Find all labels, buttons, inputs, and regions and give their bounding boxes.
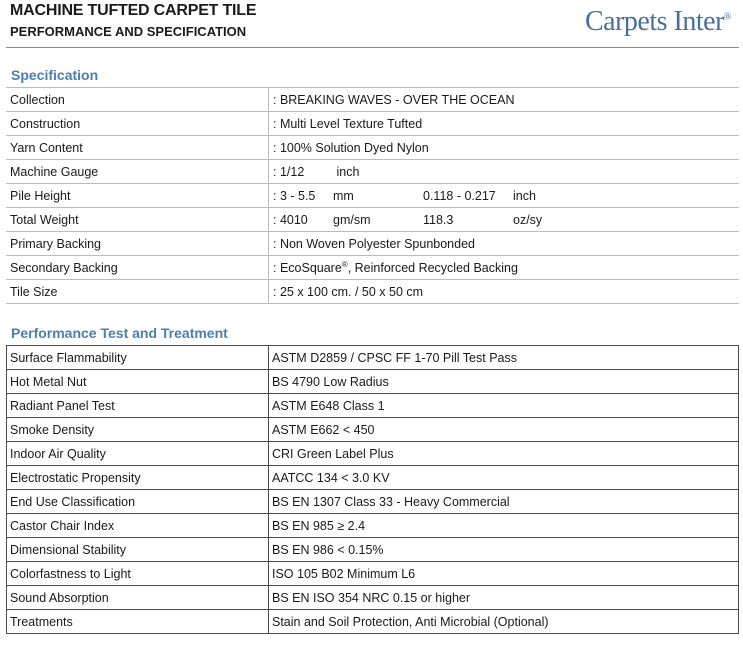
performance-label: Hot Metal Nut xyxy=(6,369,269,394)
performance-value: BS 4790 Low Radius xyxy=(268,369,739,394)
performance-row: Electrostatic Propensity AATCC 134 < 3.0 … xyxy=(6,465,739,490)
performance-label: Smoke Density xyxy=(6,417,269,442)
spec-value: : EcoSquare®, Reinforced Recycled Backin… xyxy=(268,255,739,280)
performance-value: ASTM D2859 / CPSC FF 1-70 Pill Test Pass xyxy=(268,345,739,370)
spec-value-number-2: 0.118 - 0.217 xyxy=(423,188,496,203)
performance-row: Castor Chair Index BS EN 985 ≥ 2.4 xyxy=(6,513,739,538)
performance-label: Colorfastness to Light xyxy=(6,561,269,586)
performance-value: BS EN ISO 354 NRC 0.15 or higher xyxy=(268,585,739,610)
spec-label: Secondary Backing xyxy=(6,255,269,280)
spec-row: Yarn Content : 100% Solution Dyed Nylon xyxy=(6,135,739,160)
header-divider xyxy=(6,47,739,48)
document-title: MACHINE TUFTED CARPET TILE xyxy=(10,2,257,19)
spec-value-number: : 1/12 xyxy=(273,164,305,179)
performance-row: End Use Classification BS EN 1307 Class 3… xyxy=(6,489,739,514)
spec-value-unit: gm/sm xyxy=(333,212,371,227)
performance-label: Electrostatic Propensity xyxy=(6,465,269,490)
performance-value: ASTM E648 Class 1 xyxy=(268,393,739,418)
spec-value: : Non Woven Polyester Spunbonded xyxy=(268,231,739,256)
spec-value-number: : 3 - 5.5 xyxy=(273,188,316,203)
performance-value: ISO 105 B02 Minimum L6 xyxy=(268,561,739,586)
performance-value: AATCC 134 < 3.0 KV xyxy=(268,465,739,490)
spec-row: Pile Height : 3 - 5.5 mm 0.118 - 0.217 inch xyxy=(6,183,739,208)
performance-value: BS EN 1307 Class 33 - Heavy Commercial xyxy=(268,489,739,514)
spec-value-unit-2: oz/sy xyxy=(513,212,543,227)
spec-value: : 25 x 100 cm. / 50 x 50 cm xyxy=(268,279,739,304)
spec-label: Machine Gauge xyxy=(6,159,269,184)
performance-value: BS EN 986 < 0.15% xyxy=(268,537,739,562)
spec-label: Primary Backing xyxy=(6,231,269,256)
spec-row: Total Weight : 4010 gm/sm 118.3 oz/sy xyxy=(6,207,739,232)
performance-heading: Performance Test and Treatment xyxy=(11,325,228,341)
performance-value: CRI Green Label Plus xyxy=(268,441,739,466)
performance-label: End Use Classification xyxy=(6,489,269,514)
spec-value: : Multi Level Texture Tufted xyxy=(268,111,739,136)
spec-row: Tile Size : 25 x 100 cm. / 50 x 50 cm xyxy=(6,279,739,304)
specification-heading: Specification xyxy=(11,67,99,83)
specification-table: Collection : BREAKING WAVES - OVER THE O… xyxy=(6,87,739,304)
performance-label: Surface Flammability xyxy=(6,345,269,370)
spec-label: Total Weight xyxy=(6,207,269,232)
spec-label: Tile Size xyxy=(6,279,269,304)
spec-row: Primary Backing : Non Woven Polyester Sp… xyxy=(6,231,739,256)
performance-value: Stain and Soil Protection, Anti Microbia… xyxy=(268,609,739,634)
spec-label: Construction xyxy=(6,111,269,136)
spec-label: Yarn Content xyxy=(6,135,269,160)
spec-value-unit: inch xyxy=(336,164,360,179)
spec-value-number: : 4010 xyxy=(273,212,308,227)
performance-label: Castor Chair Index xyxy=(6,513,269,538)
performance-row: Dimensional Stability BS EN 986 < 0.15% xyxy=(6,537,739,562)
performance-label: Treatments xyxy=(6,609,269,634)
registered-mark: ® xyxy=(723,11,732,23)
performance-value: BS EN 985 ≥ 2.4 xyxy=(268,513,739,538)
document-subtitle: PERFORMANCE AND SPECIFICATION xyxy=(10,24,247,39)
performance-row: Smoke Density ASTM E662 < 450 xyxy=(6,417,739,442)
spec-value-unit: mm xyxy=(333,188,354,203)
spec-value-tail: , Reinforced Recycled Backing xyxy=(347,261,518,276)
spec-value-text: : EcoSquare xyxy=(273,261,342,276)
performance-row: Treatments Stain and Soil Protection, Ant… xyxy=(6,609,739,634)
brand-name: Carpets Inter xyxy=(585,6,724,37)
performance-label: Radiant Panel Test xyxy=(6,393,269,418)
performance-row: Radiant Panel Test ASTM E648 Class 1 xyxy=(6,393,739,418)
performance-row: Indoor Air Quality CRI Green Label Plus xyxy=(6,441,739,466)
performance-row: Sound Absorption BS EN ISO 354 NRC 0.15 o… xyxy=(6,585,739,610)
performance-value: ASTM E662 < 450 xyxy=(268,417,739,442)
performance-row: Hot Metal Nut BS 4790 Low Radius xyxy=(6,369,739,394)
spec-label: Collection xyxy=(6,87,269,112)
performance-row: Colorfastness to Light ISO 105 B02 Minimu… xyxy=(6,561,739,586)
spec-row: Secondary Backing : EcoSquare®, Reinforc… xyxy=(6,255,739,280)
spec-row: Collection : BREAKING WAVES - OVER THE O… xyxy=(6,87,739,112)
spec-value-unit-2: inch xyxy=(513,188,536,203)
spec-value: : 100% Solution Dyed Nylon xyxy=(268,135,739,160)
spec-value-number-2: 118.3 xyxy=(423,212,454,227)
performance-row: Surface Flammability ASTM D2859 / CPSC FF… xyxy=(6,345,739,370)
spec-value: : 4010 gm/sm 118.3 oz/sy xyxy=(268,207,739,232)
registered-mark: ® xyxy=(341,259,348,269)
performance-label: Indoor Air Quality xyxy=(6,441,269,466)
spec-row: Construction : Multi Level Texture Tufte… xyxy=(6,111,739,136)
performance-table: Surface Flammability ASTM D2859 / CPSC FF… xyxy=(6,345,739,634)
spec-value: : BREAKING WAVES - OVER THE OCEAN xyxy=(268,87,739,112)
performance-label: Sound Absorption xyxy=(6,585,269,610)
performance-label: Dimensional Stability xyxy=(6,537,269,562)
spec-value: : 3 - 5.5 mm 0.118 - 0.217 inch xyxy=(268,183,739,208)
spec-row: Machine Gauge : 1/12 inch xyxy=(6,159,739,184)
brand-logo: Carpets Inter® xyxy=(585,6,732,38)
spec-value: : 1/12 inch xyxy=(268,159,739,184)
spec-label: Pile Height xyxy=(6,183,269,208)
